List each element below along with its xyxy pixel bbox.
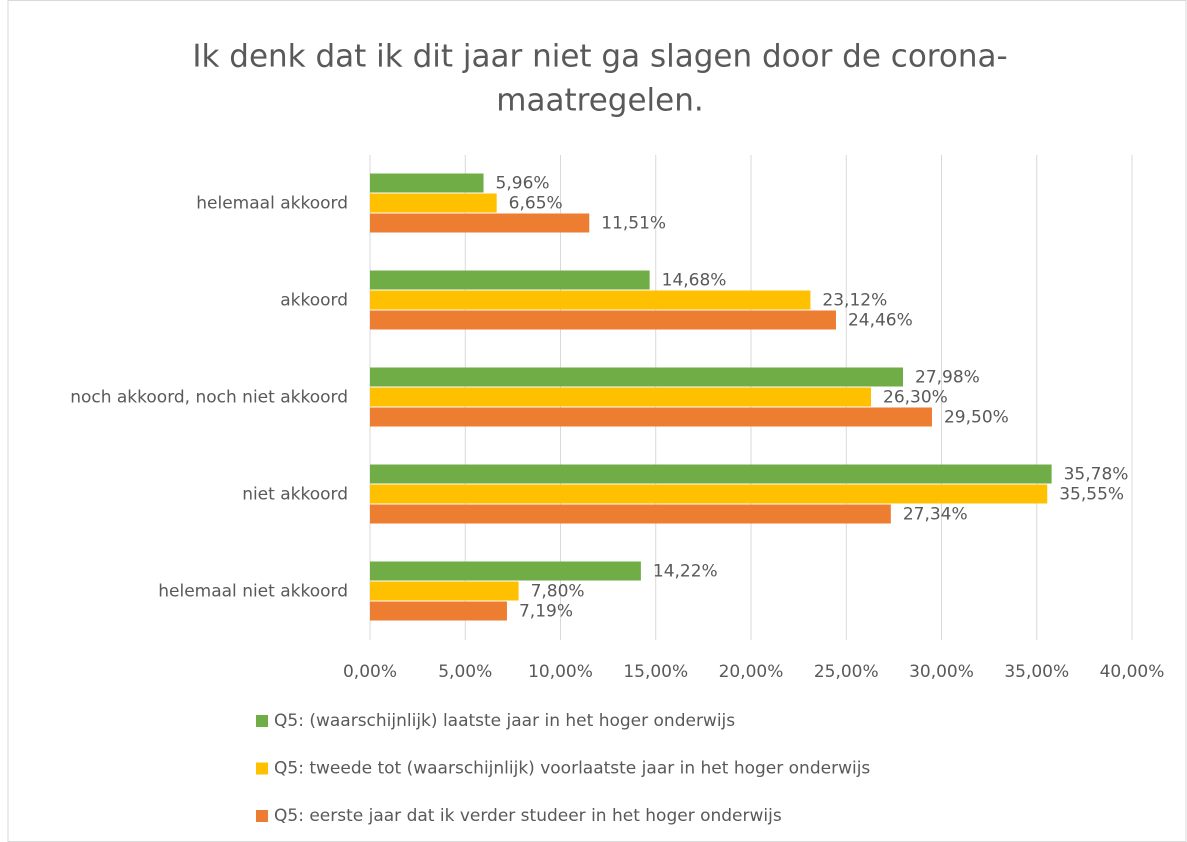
bar	[370, 387, 872, 407]
x-tick-label: 10,00%	[528, 662, 593, 682]
y-tick-label: akkoord	[280, 291, 348, 311]
chart-title: maatregelen.	[496, 83, 703, 119]
bar	[370, 407, 932, 427]
x-tick-label: 5,00%	[438, 662, 492, 682]
data-label: 7,19%	[519, 602, 573, 622]
data-label: 7,80%	[531, 582, 585, 602]
legend-label: Q5: eerste jaar dat ik verder studeer in…	[274, 806, 782, 826]
legend-swatch	[256, 715, 268, 727]
x-tick-label: 15,00%	[623, 662, 688, 682]
bar	[370, 290, 811, 310]
y-tick-label: niet akkoord	[242, 485, 348, 505]
legend-label: Q5: tweede tot (waarschijnlijk) voorlaat…	[274, 759, 870, 779]
bar	[370, 484, 1048, 504]
legend-swatch	[256, 810, 268, 822]
x-tick-label: 40,00%	[1100, 662, 1165, 682]
x-tick-label: 20,00%	[719, 662, 784, 682]
data-label: 5,96%	[496, 174, 550, 194]
data-label: 24,46%	[848, 311, 913, 331]
bar	[370, 581, 519, 601]
data-label: 23,12%	[822, 291, 887, 311]
data-label: 26,30%	[883, 388, 948, 408]
data-label: 29,50%	[944, 408, 1009, 428]
x-tick-label: 30,00%	[909, 662, 974, 682]
chart-title: Ik denk dat ik dit jaar niet ga slagen d…	[192, 39, 1007, 75]
bar	[370, 601, 507, 621]
bar	[370, 367, 904, 387]
data-label: 6,65%	[509, 194, 563, 214]
data-label: 27,34%	[903, 505, 968, 525]
y-tick-label: helemaal niet akkoord	[158, 582, 348, 602]
data-label: 27,98%	[915, 368, 980, 388]
bar	[370, 213, 590, 233]
legend-swatch	[256, 762, 268, 775]
legend-label: Q5: (waarschijnlijk) laatste jaar in het…	[274, 711, 735, 731]
bar	[370, 561, 641, 581]
x-tick-label: 0,00%	[343, 662, 397, 682]
bar	[370, 464, 1052, 484]
bar	[370, 504, 891, 524]
data-label: 14,22%	[653, 562, 718, 582]
y-tick-label: noch akkoord, noch niet akkoord	[70, 388, 348, 408]
x-tick-label: 35,00%	[1004, 662, 1069, 682]
x-tick-label: 25,00%	[814, 662, 879, 682]
bar	[370, 193, 497, 213]
bar	[370, 173, 484, 193]
bar	[370, 310, 836, 330]
y-tick-label: helemaal akkoord	[196, 194, 348, 214]
data-label: 11,51%	[601, 214, 666, 234]
data-label: 35,78%	[1064, 465, 1129, 485]
bar	[370, 270, 650, 290]
data-label: 35,55%	[1059, 485, 1124, 505]
data-label: 14,68%	[662, 271, 727, 291]
